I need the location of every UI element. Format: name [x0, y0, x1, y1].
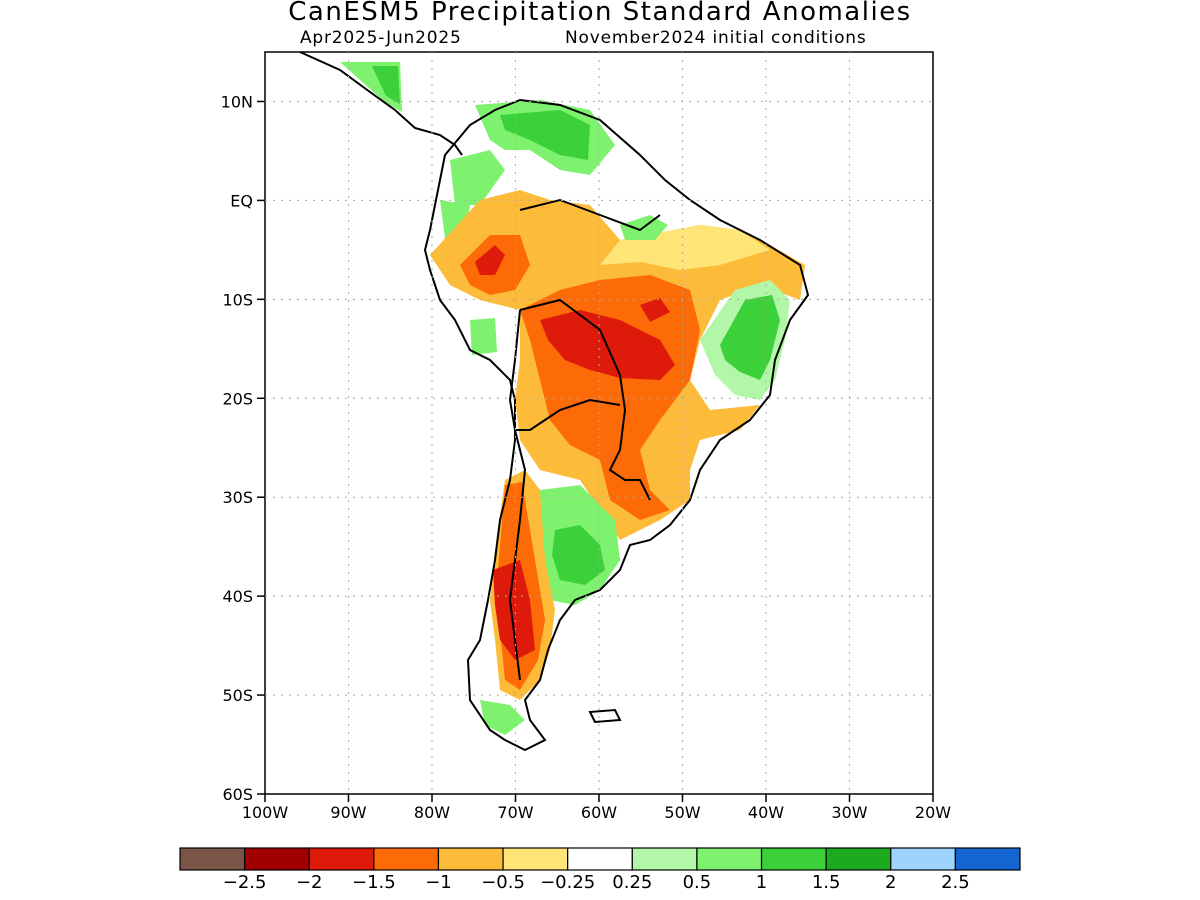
anomaly-verywet-central-america [372, 66, 400, 104]
lat-tick-label: 40S [222, 587, 253, 606]
anomaly-wet-colombia [450, 150, 505, 205]
colorbar-swatch [760, 847, 827, 871]
colorbar-swatch [567, 847, 633, 871]
colorbar-label: −1 [425, 872, 452, 893]
colorbar: −2.5 −2 −1.5 −1 −0.5 −0.25 0.25 0.5 1 1.5 2 2.5 [179, 847, 1021, 893]
coastline-central-america [299, 52, 463, 156]
lon-tick-label: 90W [330, 803, 366, 822]
anomaly-field [340, 62, 805, 735]
colorbar-label: −2.5 [223, 872, 267, 893]
anomaly-strongdry-peru [475, 245, 505, 275]
coastline-south-america [423, 98, 810, 752]
colorbar-swatch [244, 847, 310, 871]
colorbar-label: 1.5 [812, 872, 841, 893]
anomaly-verywet-venezuela [500, 110, 590, 160]
colorbar-swatch [373, 847, 440, 871]
anomaly-strongdry-ne [640, 298, 670, 322]
border-andes [508, 309, 621, 681]
colorbar-label: −0.25 [540, 872, 595, 893]
forecast-period: Apr2025-Jun2025 [300, 28, 462, 48]
colorbar-label: 2 [885, 872, 896, 893]
lat-tick-label: 20S [222, 389, 253, 408]
lon-tick-label: 70W [497, 803, 533, 822]
lat-tick-label: 60S [222, 785, 253, 804]
axis-ticks: 100W 90W 80W 70W 60W 50W 40W 30W 20W 10N EQ 10S 20S 3… [221, 92, 952, 822]
lon-tick-label: 80W [414, 803, 450, 822]
lat-tick-label: 50S [222, 686, 253, 705]
lon-tick-label: 20W [915, 803, 951, 822]
colorbar-swatch [502, 847, 569, 871]
colorbar-swatch [954, 847, 1021, 871]
anomaly-wet-peru-small [470, 318, 497, 355]
colorbar-label: −1.5 [352, 872, 396, 893]
colorbar-swatch [437, 847, 504, 871]
colorbar-label: 2.5 [941, 872, 970, 893]
chart-title: CanESM5 Precipitation Standard Anomalies [288, 0, 912, 27]
lon-tick-label: 60W [581, 803, 617, 822]
coastline-falklands [588, 708, 622, 724]
lat-tick-label: 10S [222, 290, 253, 309]
lon-tick-label: 40W [748, 803, 784, 822]
colorbar-label: −0.5 [481, 872, 525, 893]
colorbar-swatch [696, 847, 763, 871]
initial-conditions: November2024 initial conditions [565, 28, 867, 48]
lon-tick-label: 50W [664, 803, 700, 822]
anomaly-verywet-argentina [552, 525, 605, 585]
lon-tick-label: 30W [831, 803, 867, 822]
anomaly-verywet-ne-brazil [720, 295, 780, 380]
colorbar-label: −2 [296, 872, 323, 893]
colorbar-label: 1 [756, 872, 767, 893]
colorbar-label: 0.25 [612, 872, 652, 893]
anomaly-strongdry-chile [493, 560, 535, 660]
lat-tick-label: EQ [230, 191, 253, 210]
lat-tick-label: 30S [222, 488, 253, 507]
border-brazil [519, 198, 661, 501]
lat-tick-label: 10N [221, 92, 253, 111]
coastlines [299, 52, 810, 752]
colorbar-label: 0.5 [683, 872, 712, 893]
colorbar-swatch [179, 847, 246, 871]
colorbar-swatch [890, 847, 956, 871]
colorbar-swatch [631, 847, 698, 871]
colorbar-swatch [308, 847, 375, 871]
anomaly-wet-patagonia [480, 700, 525, 735]
colorbar-swatch [825, 847, 892, 871]
lon-tick-label: 100W [242, 803, 289, 822]
